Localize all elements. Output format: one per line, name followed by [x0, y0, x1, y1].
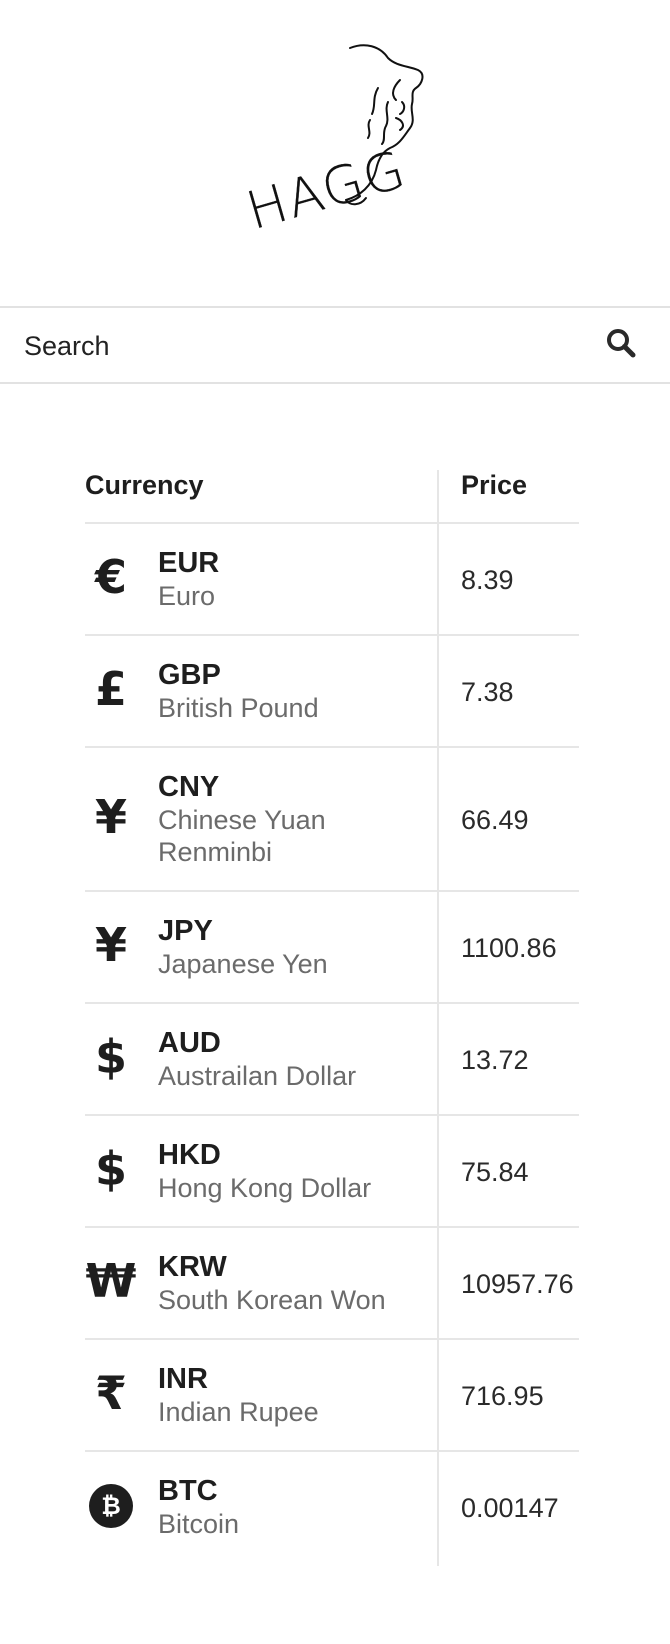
- dollar-icon: $: [94, 1030, 127, 1084]
- currency-price: 10957.76: [461, 1269, 574, 1299]
- currency-code: BTC: [158, 1475, 218, 1507]
- table-row[interactable]: ₹ INR Indian Rupee 716.95: [85, 1338, 579, 1450]
- currency-price: 8.39: [461, 565, 514, 595]
- table-row[interactable]: ¥ CNY Chinese Yuan Renminbi 66.49: [85, 746, 579, 890]
- currency-name: South Korean Won: [158, 1285, 386, 1315]
- won-icon: ₩: [85, 1254, 137, 1308]
- table-row[interactable]: ¥ JPY Japanese Yen 1100.86: [85, 890, 579, 1002]
- currency-price: 0.00147: [461, 1493, 559, 1523]
- bitcoin-icon: ₿: [89, 1484, 133, 1528]
- currency-code: CNY: [158, 771, 220, 803]
- table-row[interactable]: ₩ KRW South Korean Won 10957.76: [85, 1226, 579, 1338]
- currency-code: INR: [158, 1363, 208, 1395]
- currency-name: Indian Rupee: [158, 1397, 319, 1427]
- currency-price: 1100.86: [461, 933, 557, 963]
- search-input[interactable]: [24, 322, 584, 370]
- currency-name: Bitcoin: [158, 1509, 240, 1539]
- euro-icon: €: [94, 550, 127, 604]
- currency-name: Chinese Yuan Renminbi: [158, 805, 326, 867]
- column-divider: [437, 470, 439, 1566]
- search-bar: [0, 306, 670, 384]
- currency-name: Japanese Yen: [158, 949, 328, 979]
- currency-code: HKD: [158, 1139, 221, 1171]
- rupee-icon: ₹: [94, 1366, 127, 1420]
- pound-icon: £: [94, 662, 127, 716]
- currency-code: GBP: [158, 659, 221, 691]
- currency-name: Hong Kong Dollar: [158, 1173, 372, 1203]
- currency-price: 13.72: [461, 1045, 529, 1075]
- table-row[interactable]: $ AUD Austrailan Dollar 13.72: [85, 1002, 579, 1114]
- currency-code: KRW: [158, 1251, 227, 1283]
- currency-code: EUR: [158, 547, 220, 579]
- header-currency[interactable]: Currency: [85, 470, 204, 500]
- yen-icon: ¥: [94, 918, 127, 972]
- currency-price: 75.84: [461, 1157, 529, 1187]
- currency-name: British Pound: [158, 693, 319, 723]
- currency-price: 66.49: [461, 805, 529, 835]
- yuan-icon: ¥: [94, 790, 127, 844]
- currency-code: AUD: [158, 1027, 221, 1059]
- table-row[interactable]: £ GBP British Pound 7.38: [85, 634, 579, 746]
- dollar-icon: $: [94, 1142, 127, 1196]
- table-row[interactable]: € EUR Euro 8.39: [85, 522, 579, 634]
- currency-price: 7.38: [461, 677, 514, 707]
- currency-name: Austrailan Dollar: [158, 1061, 357, 1091]
- table-row[interactable]: ₿ BTC Bitcoin 0.00147: [85, 1450, 579, 1566]
- search-icon[interactable]: [606, 328, 636, 358]
- table-row[interactable]: $ HKD Hong Kong Dollar 75.84: [85, 1114, 579, 1226]
- currency-code: JPY: [158, 915, 213, 947]
- logo-face-icon: [250, 40, 460, 250]
- currency-price: 716.95: [461, 1381, 544, 1411]
- currency-name: Euro: [158, 581, 216, 611]
- header-price[interactable]: Price: [461, 470, 528, 500]
